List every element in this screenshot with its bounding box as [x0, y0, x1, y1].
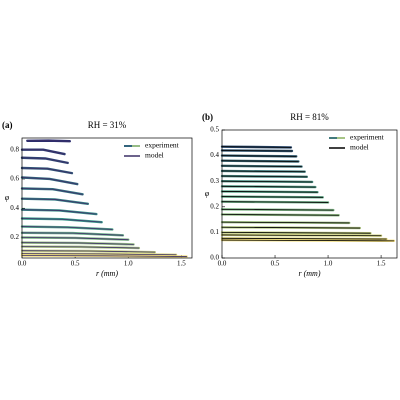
model-curve	[21, 232, 124, 236]
x-tick-label: 1.0	[324, 260, 333, 268]
y-tick-label: 0.4	[10, 204, 19, 212]
model-curve	[221, 146, 292, 148]
y-tick-label: 0.1	[210, 228, 219, 236]
model-curve	[21, 255, 188, 257]
model-curve	[221, 221, 350, 224]
axes-frame	[21, 137, 193, 259]
model-curve	[21, 198, 89, 205]
model-curve	[221, 150, 293, 152]
model-curve	[221, 160, 299, 162]
model-curve	[221, 214, 340, 216]
model-curve	[21, 209, 97, 215]
y-tick-label: 0.8	[10, 145, 19, 153]
model-curve	[21, 177, 78, 185]
model-curve	[21, 226, 113, 230]
experiment-curve	[20, 176, 79, 186]
model-curve	[221, 175, 308, 178]
x-axis-label: r (mm)	[299, 269, 321, 278]
model-curve	[221, 155, 297, 157]
model-curve	[221, 232, 371, 234]
legend-label: experiment	[350, 133, 385, 142]
model-curve	[21, 250, 156, 253]
model-curve	[221, 239, 395, 242]
x-tick-label: 1.5	[177, 260, 186, 268]
model-curve	[21, 188, 83, 195]
chart-title: RH = 81%	[290, 112, 329, 122]
panel-label: (b)	[202, 112, 213, 122]
model-curve	[221, 191, 318, 193]
model-curve	[221, 234, 382, 237]
y-tick-label: 0.4	[210, 151, 219, 159]
x-tick-label: 0.0	[218, 260, 227, 268]
y-axis-label: φ	[205, 189, 210, 198]
panel-label: (a)	[2, 120, 13, 130]
x-tick-label: 1.0	[124, 260, 133, 268]
model-curve	[221, 165, 302, 168]
y-tick-label: 0.2	[210, 202, 219, 210]
legend-label: experiment	[145, 141, 180, 150]
x-tick-label: 0.5	[271, 260, 280, 268]
model-curve	[221, 180, 313, 183]
y-tick-label: 0.2	[10, 233, 19, 241]
model-curve	[26, 140, 71, 142]
model-curve	[221, 201, 329, 203]
model-curve	[21, 149, 65, 155]
model-curve	[21, 167, 73, 174]
model-curve	[221, 226, 361, 229]
model-curve	[21, 157, 69, 164]
x-axis-label: r (mm)	[96, 269, 118, 278]
y-tick-label: 0.0	[210, 254, 219, 262]
model-curve	[221, 170, 306, 173]
legend-label: model	[350, 143, 369, 152]
y-axis-label: φ	[5, 193, 10, 202]
x-tick-label: 0.0	[18, 260, 27, 268]
model-curve	[221, 185, 316, 188]
model-curve	[21, 237, 129, 241]
model-curve	[221, 237, 387, 240]
legend-label: model	[145, 151, 164, 160]
x-tick-label: 1.5	[377, 260, 386, 268]
model-curve	[21, 246, 140, 249]
model-curve	[21, 242, 134, 245]
x-tick-label: 0.5	[71, 260, 80, 268]
model-curve	[221, 196, 324, 198]
y-tick-label: 0.3	[210, 177, 219, 185]
experiment-curve	[20, 148, 66, 156]
y-tick-label: 0.5	[210, 126, 219, 134]
axes-frame	[221, 129, 398, 259]
chart-title: RH = 31%	[88, 120, 127, 130]
model-curve	[21, 253, 177, 256]
model-curve	[221, 208, 334, 211]
y-tick-label: 0.6	[10, 175, 19, 183]
model-curve	[21, 218, 103, 223]
